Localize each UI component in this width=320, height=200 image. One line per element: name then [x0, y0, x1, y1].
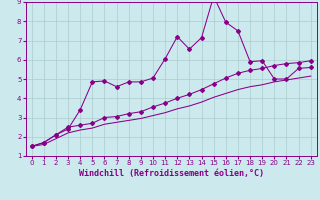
- X-axis label: Windchill (Refroidissement éolien,°C): Windchill (Refroidissement éolien,°C): [79, 169, 264, 178]
